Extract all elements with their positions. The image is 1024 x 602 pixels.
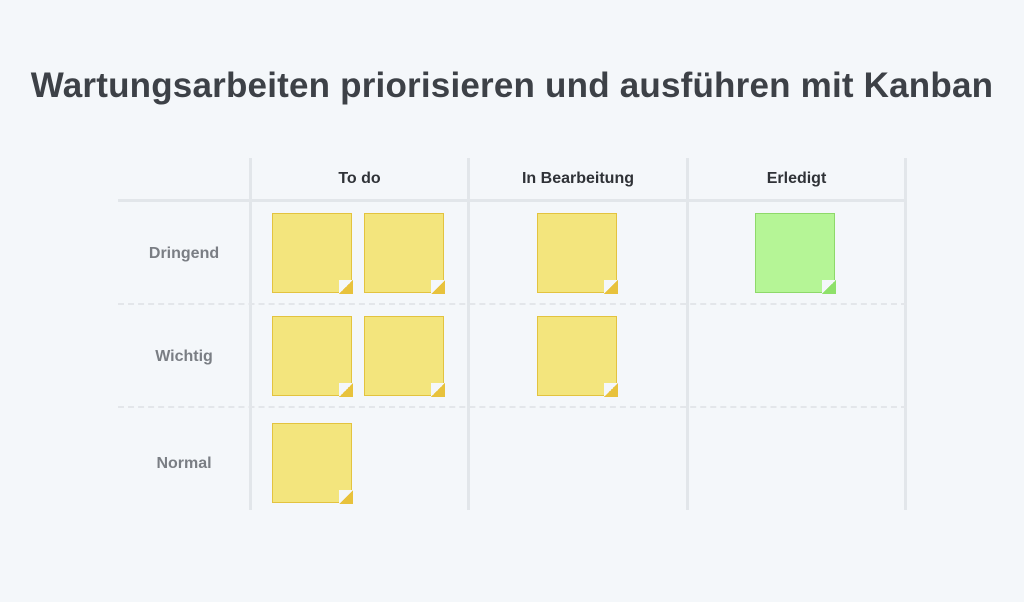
sticky-note[interactable] <box>272 213 353 294</box>
note-fold-corner <box>338 382 353 397</box>
sticky-note[interactable] <box>272 316 353 397</box>
note-fold-corner <box>338 489 353 504</box>
row-divider <box>118 303 907 305</box>
sticky-note[interactable] <box>364 316 445 397</box>
grid-line-vertical <box>467 158 470 510</box>
header-divider <box>118 199 907 202</box>
note-fold-corner <box>821 279 836 294</box>
page-title: Wartungsarbeiten priorisieren und ausfüh… <box>30 66 994 105</box>
note-fold-corner <box>430 279 445 294</box>
column-header-todo: To do <box>338 170 381 187</box>
note-fold-corner <box>603 279 618 294</box>
column-header-erledigt: Erledigt <box>766 170 827 187</box>
column-header-in-bearbeitung: In Bearbeitung <box>521 170 634 187</box>
note-fold-corner <box>430 382 445 397</box>
sticky-note[interactable] <box>272 423 353 504</box>
note-fold-corner <box>338 279 353 294</box>
row-header-normal: Normal <box>156 455 212 472</box>
grid-line-vertical <box>686 158 689 510</box>
sticky-note[interactable] <box>537 213 618 294</box>
note-fold-corner <box>603 382 618 397</box>
sticky-note[interactable] <box>364 213 445 294</box>
sticky-note[interactable] <box>537 316 618 397</box>
row-header-dringend: Dringend <box>148 245 220 262</box>
grid-line-vertical <box>249 158 252 510</box>
row-divider <box>118 406 907 408</box>
sticky-note-done[interactable] <box>755 213 836 294</box>
grid-line-vertical <box>904 158 907 510</box>
row-header-wichtig: Wichtig <box>155 348 213 365</box>
